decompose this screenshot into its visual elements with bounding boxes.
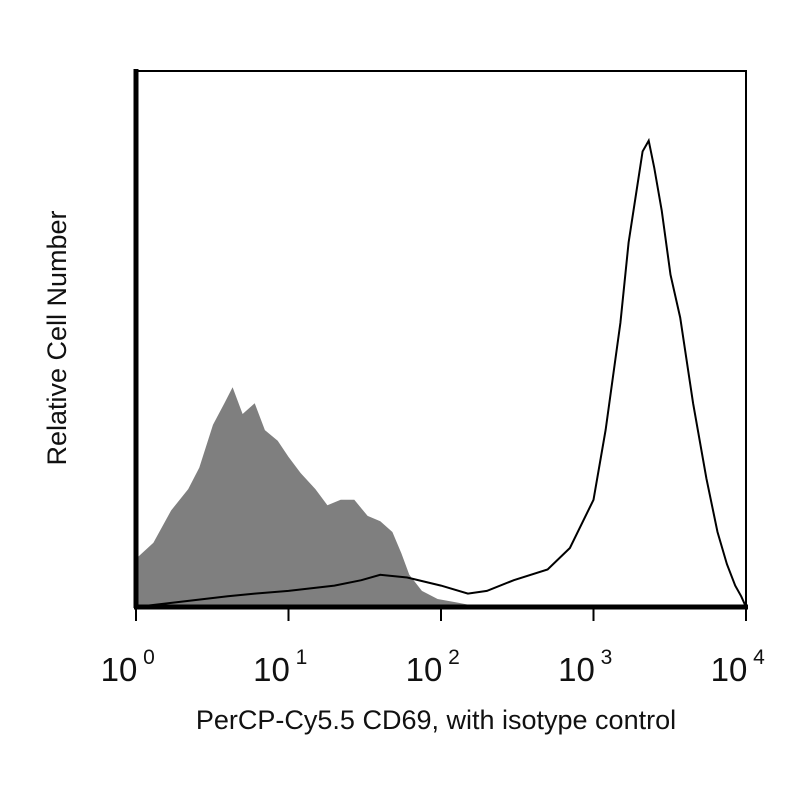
x-tick-exponent: 1 bbox=[296, 646, 308, 669]
x-tick-exponent: 0 bbox=[143, 646, 155, 669]
cd69-histogram-line bbox=[135, 137, 747, 608]
x-tick-label: 10 bbox=[406, 651, 443, 688]
x-tick-exponent: 2 bbox=[448, 646, 460, 669]
isotype-control-histogram bbox=[136, 387, 480, 607]
x-tick-label: 10 bbox=[558, 651, 595, 688]
x-tick-label: 10 bbox=[711, 651, 748, 688]
y-axis-label: Relative Cell Number bbox=[42, 210, 72, 465]
series-layer bbox=[135, 137, 747, 608]
x-tick-layer: 10 0 10 1 10 2 10 3 10 4 bbox=[101, 607, 765, 688]
x-tick-exponent: 3 bbox=[601, 646, 613, 669]
x-tick-label: 10 bbox=[253, 651, 290, 688]
x-axis-label: PerCP-Cy5.5 CD69, with isotype control bbox=[196, 705, 676, 735]
x-tick-exponent: 4 bbox=[753, 646, 765, 669]
x-tick-label: 10 bbox=[101, 651, 138, 688]
